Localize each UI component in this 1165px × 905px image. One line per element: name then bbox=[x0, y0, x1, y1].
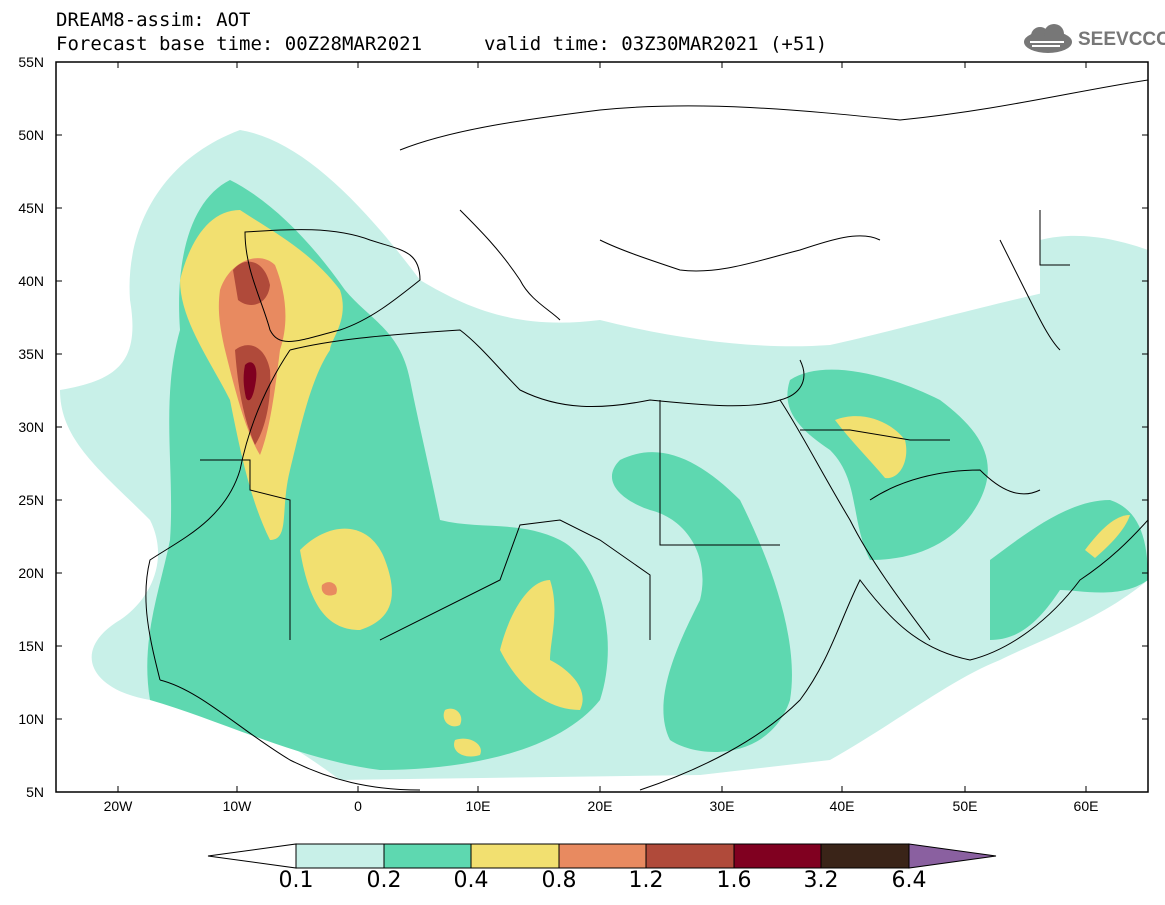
colorbar-bin-0.8 bbox=[558, 843, 647, 869]
colorbar-left-arrow bbox=[207, 843, 297, 869]
colorbar-label: 3.2 bbox=[803, 868, 839, 893]
aot-level-0.4-nigeria bbox=[443, 708, 481, 757]
aot-level-0.1-caspian bbox=[1040, 235, 1148, 345]
logo-text: SEEVCCC bbox=[1078, 29, 1165, 50]
lat-label: 30N bbox=[18, 419, 44, 435]
colorbar-bin-1.2 bbox=[645, 843, 735, 869]
lon-label: 20W bbox=[103, 798, 133, 814]
colorbar-label: 0.4 bbox=[453, 868, 489, 893]
lon-label: 50E bbox=[952, 798, 978, 814]
aot-field bbox=[60, 130, 1148, 780]
colorbar-bin-1.6 bbox=[733, 843, 822, 869]
colorbar-label: 1.6 bbox=[716, 868, 752, 893]
lat-label: 5N bbox=[26, 784, 44, 800]
lon-label: 0 bbox=[354, 798, 362, 814]
colorbar-right-arrow bbox=[908, 843, 997, 869]
colorbar-bin-3.2 bbox=[820, 843, 910, 869]
lat-ticks bbox=[56, 61, 1148, 720]
aot-level-0.2-central bbox=[611, 452, 792, 752]
lat-label: 55N bbox=[18, 54, 44, 70]
seevccc-logo-cloud-icon bbox=[1024, 24, 1072, 53]
forecast-base-time: Forecast base time: 00Z28MAR2021 bbox=[56, 33, 423, 55]
lat-label: 45N bbox=[18, 200, 44, 216]
lat-label: 50N bbox=[18, 127, 44, 143]
lat-label: 20N bbox=[18, 565, 44, 581]
coastlines bbox=[145, 79, 1148, 791]
colorbar-bin-0.4 bbox=[470, 843, 560, 869]
aot-level-0.4-iraq bbox=[835, 416, 907, 479]
lat-label: 40N bbox=[18, 273, 44, 289]
lon-label: 10W bbox=[222, 798, 252, 814]
lon-label: 30E bbox=[709, 798, 735, 814]
lat-label: 25N bbox=[18, 492, 44, 508]
lon-label: 20E bbox=[587, 798, 613, 814]
lon-label: 60E bbox=[1073, 798, 1099, 814]
map-title: DREAM8-assim: AOT bbox=[56, 9, 251, 31]
lon-label: 40E bbox=[829, 798, 855, 814]
lon-ticks bbox=[117, 62, 1087, 792]
lon-label: 10E bbox=[465, 798, 491, 814]
aot-level-0.4-sahel bbox=[300, 528, 392, 630]
colorbar-label: 0.8 bbox=[541, 868, 577, 893]
valid-time: valid time: 03Z30MAR2021 (+51) bbox=[484, 33, 828, 55]
aot-level-0.4-oman bbox=[1085, 515, 1130, 558]
colorbar-label: 6.4 bbox=[891, 868, 927, 893]
colorbar-label: 0.2 bbox=[366, 868, 402, 893]
lat-label: 15N bbox=[18, 638, 44, 654]
colorbar-bin-0.2 bbox=[383, 843, 472, 869]
colorbar-bin-0.1 bbox=[295, 843, 385, 869]
aot-level-0.4-chad bbox=[500, 580, 583, 710]
lat-label: 35N bbox=[18, 346, 44, 362]
colorbar bbox=[207, 843, 997, 869]
colorbar-label: 0.1 bbox=[278, 868, 314, 893]
aot-level-1.6 bbox=[243, 362, 257, 401]
lat-label: 10N bbox=[18, 711, 44, 727]
aot-level-1.2 bbox=[233, 261, 271, 445]
aot-level-0.8-small bbox=[321, 582, 337, 596]
colorbar-label: 1.2 bbox=[628, 868, 664, 893]
